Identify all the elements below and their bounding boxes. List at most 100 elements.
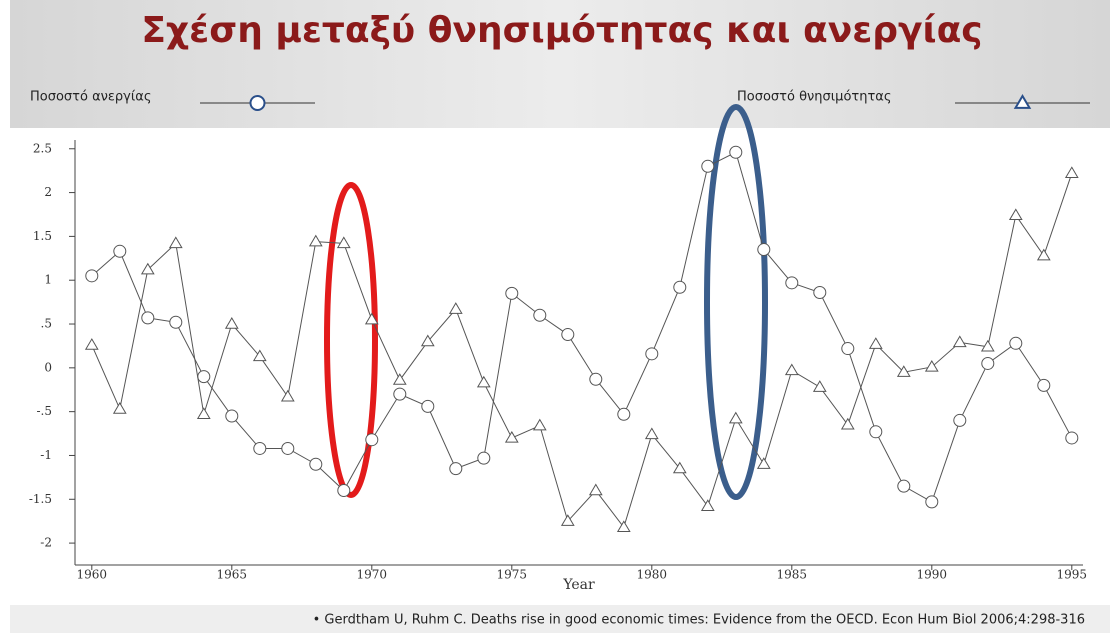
marker bbox=[393, 387, 407, 401]
marker bbox=[504, 430, 519, 443]
y-tick-label: 0 bbox=[44, 360, 52, 374]
marker bbox=[224, 317, 239, 329]
marker bbox=[309, 457, 323, 471]
marker bbox=[813, 285, 827, 299]
marker bbox=[1008, 208, 1023, 221]
header-band bbox=[10, 0, 1110, 128]
marker bbox=[673, 280, 687, 294]
marker bbox=[1009, 336, 1023, 350]
marker bbox=[196, 407, 211, 419]
x-tick-label: 1995 bbox=[1057, 568, 1088, 582]
marker bbox=[868, 337, 883, 349]
marker bbox=[252, 349, 267, 362]
x-axis-label: Year bbox=[562, 577, 595, 593]
marker bbox=[812, 380, 827, 392]
marker bbox=[168, 236, 183, 249]
marker bbox=[1036, 248, 1051, 261]
marker bbox=[140, 262, 155, 275]
marker bbox=[897, 479, 911, 493]
marker bbox=[112, 402, 127, 414]
marker bbox=[560, 514, 575, 526]
x-tick-label: 1965 bbox=[217, 568, 248, 582]
marker bbox=[784, 363, 799, 376]
marker bbox=[953, 413, 967, 427]
marker bbox=[1037, 378, 1051, 392]
marker bbox=[421, 399, 435, 413]
marker bbox=[477, 451, 491, 465]
marker bbox=[729, 145, 743, 159]
marker bbox=[336, 236, 351, 249]
marker bbox=[645, 347, 659, 361]
chart-title: Σχέση μεταξύ θνησιμότητας και ανεργίας bbox=[141, 10, 982, 51]
highlight-ellipse bbox=[704, 104, 768, 500]
x-tick-label: 1970 bbox=[357, 568, 388, 582]
x-tick-label: 1990 bbox=[917, 568, 948, 582]
highlight-ellipse bbox=[324, 182, 378, 498]
marker bbox=[869, 425, 883, 439]
marker bbox=[85, 269, 99, 283]
y-tick-label: -.5 bbox=[36, 404, 52, 418]
marker bbox=[308, 234, 323, 247]
marker bbox=[785, 276, 799, 290]
marker bbox=[113, 244, 127, 258]
marker bbox=[505, 286, 519, 300]
x-tick-label: 1960 bbox=[77, 568, 108, 582]
marker bbox=[840, 417, 855, 430]
marker bbox=[757, 243, 771, 257]
source-band bbox=[10, 605, 1110, 633]
marker bbox=[141, 311, 155, 325]
series-line bbox=[91, 151, 1073, 503]
marker bbox=[1013, 94, 1032, 109]
marker bbox=[672, 461, 687, 474]
marker bbox=[337, 484, 351, 498]
marker bbox=[617, 407, 631, 421]
marker bbox=[700, 499, 715, 511]
y-tick-label: 2.5 bbox=[33, 141, 52, 155]
marker bbox=[532, 418, 547, 431]
marker bbox=[981, 356, 995, 370]
x-tick-label: 1980 bbox=[637, 568, 668, 582]
legend-label: Ποσοστό ανεργίας bbox=[30, 90, 151, 105]
marker bbox=[249, 95, 266, 111]
marker bbox=[225, 409, 239, 423]
marker bbox=[589, 372, 603, 386]
marker bbox=[280, 389, 295, 402]
marker bbox=[728, 411, 743, 424]
source: • Gerdtham U, Ruhm C. Deaths rise in goo… bbox=[313, 613, 1085, 628]
marker bbox=[616, 520, 631, 533]
marker bbox=[896, 365, 911, 377]
marker bbox=[756, 457, 771, 469]
marker bbox=[980, 339, 995, 352]
marker bbox=[1065, 431, 1079, 445]
x-tick-label: 1975 bbox=[497, 568, 528, 582]
marker bbox=[701, 159, 715, 173]
marker bbox=[644, 427, 659, 440]
marker bbox=[84, 338, 99, 350]
marker bbox=[448, 302, 463, 314]
y-tick-label: 1.5 bbox=[33, 229, 52, 243]
marker bbox=[476, 375, 491, 388]
marker bbox=[924, 359, 939, 372]
series-line bbox=[91, 173, 1073, 529]
marker bbox=[588, 483, 603, 496]
marker bbox=[197, 370, 211, 384]
y-tick-label: -2 bbox=[40, 536, 52, 550]
marker bbox=[420, 334, 435, 347]
y-tick-label: 1 bbox=[44, 273, 52, 287]
marker bbox=[281, 441, 295, 455]
marker bbox=[1064, 166, 1079, 178]
marker bbox=[392, 373, 407, 385]
x-tick-label: 1985 bbox=[777, 568, 808, 582]
marker bbox=[925, 495, 939, 509]
y-tick-label: -1.5 bbox=[29, 492, 52, 506]
marker bbox=[364, 312, 379, 325]
marker bbox=[169, 315, 183, 329]
marker bbox=[952, 335, 967, 348]
marker bbox=[253, 441, 267, 455]
y-tick-label: .5 bbox=[41, 317, 52, 331]
marker bbox=[533, 308, 547, 322]
marker bbox=[449, 462, 463, 476]
marker bbox=[365, 433, 379, 447]
y-tick-label: 2 bbox=[44, 185, 52, 199]
